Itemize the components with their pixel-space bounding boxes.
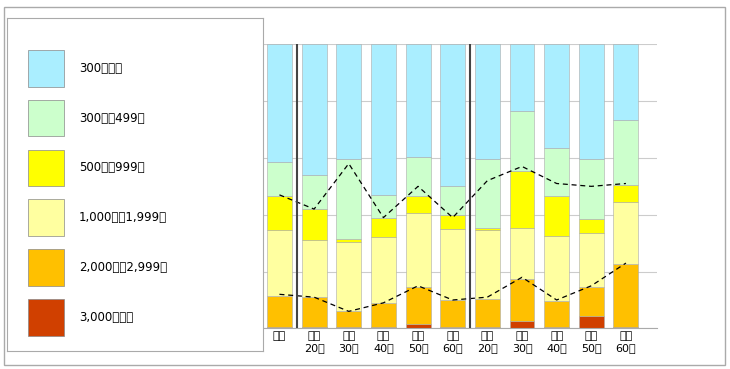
Bar — [406, 213, 431, 287]
Bar — [475, 230, 500, 299]
Bar — [579, 159, 604, 219]
Text: 3,000円以上: 3,000円以上 — [79, 311, 133, 324]
Bar — [267, 296, 292, 327]
Bar — [510, 171, 534, 228]
Bar — [337, 242, 361, 311]
Bar — [301, 209, 326, 240]
Bar — [510, 44, 534, 111]
Bar — [579, 315, 604, 328]
FancyBboxPatch shape — [28, 199, 64, 236]
Bar — [267, 327, 292, 328]
FancyBboxPatch shape — [28, 150, 64, 186]
Text: 300円～499円: 300円～499円 — [79, 111, 145, 125]
Bar — [267, 44, 292, 162]
Bar — [475, 228, 500, 230]
Bar — [301, 175, 326, 209]
FancyBboxPatch shape — [28, 100, 64, 137]
Bar — [267, 230, 292, 296]
Bar — [406, 196, 431, 213]
Text: 1,000円～1,999円: 1,000円～1,999円 — [79, 211, 167, 224]
Bar — [544, 327, 569, 328]
Bar — [579, 287, 604, 315]
Bar — [440, 186, 465, 215]
Bar — [613, 265, 639, 327]
Bar — [579, 219, 604, 233]
Bar — [371, 238, 396, 303]
Bar — [579, 233, 604, 287]
Bar — [475, 327, 500, 328]
Bar — [440, 44, 465, 186]
Bar — [510, 279, 534, 321]
Bar — [475, 159, 500, 228]
Bar — [371, 303, 396, 327]
Bar — [406, 287, 431, 324]
Bar — [267, 196, 292, 230]
Bar — [440, 229, 465, 300]
Bar — [613, 44, 639, 120]
Bar — [544, 44, 569, 148]
Bar — [406, 156, 431, 196]
Bar — [510, 321, 534, 328]
Bar — [613, 327, 639, 328]
Bar — [371, 218, 396, 238]
Bar — [613, 185, 639, 202]
Text: 300円未満: 300円未満 — [79, 62, 122, 75]
Bar — [301, 44, 326, 175]
Bar — [301, 297, 326, 327]
Bar — [475, 44, 500, 159]
FancyBboxPatch shape — [28, 249, 64, 286]
Bar — [371, 44, 396, 195]
Bar — [337, 44, 361, 159]
Bar — [579, 44, 604, 159]
Bar — [440, 215, 465, 229]
Bar — [613, 120, 639, 185]
Bar — [544, 301, 569, 327]
FancyBboxPatch shape — [28, 50, 64, 87]
FancyBboxPatch shape — [28, 299, 64, 336]
Bar — [406, 44, 431, 156]
Text: 2,000円～2,999円: 2,000円～2,999円 — [79, 261, 167, 274]
Bar — [475, 299, 500, 327]
Bar — [337, 239, 361, 242]
Bar — [440, 327, 465, 328]
Bar — [301, 327, 326, 328]
Bar — [544, 236, 569, 301]
Bar — [301, 240, 326, 297]
Bar — [371, 327, 396, 328]
Bar — [406, 324, 431, 328]
Bar — [337, 159, 361, 239]
Bar — [510, 111, 534, 171]
Text: 500円～999円: 500円～999円 — [79, 161, 145, 175]
Bar — [337, 311, 361, 327]
Bar — [544, 196, 569, 236]
Bar — [267, 162, 292, 196]
Bar — [510, 228, 534, 279]
Bar — [440, 300, 465, 327]
Bar — [544, 148, 569, 196]
Bar — [613, 202, 639, 265]
Bar — [371, 195, 396, 218]
Bar — [337, 327, 361, 328]
